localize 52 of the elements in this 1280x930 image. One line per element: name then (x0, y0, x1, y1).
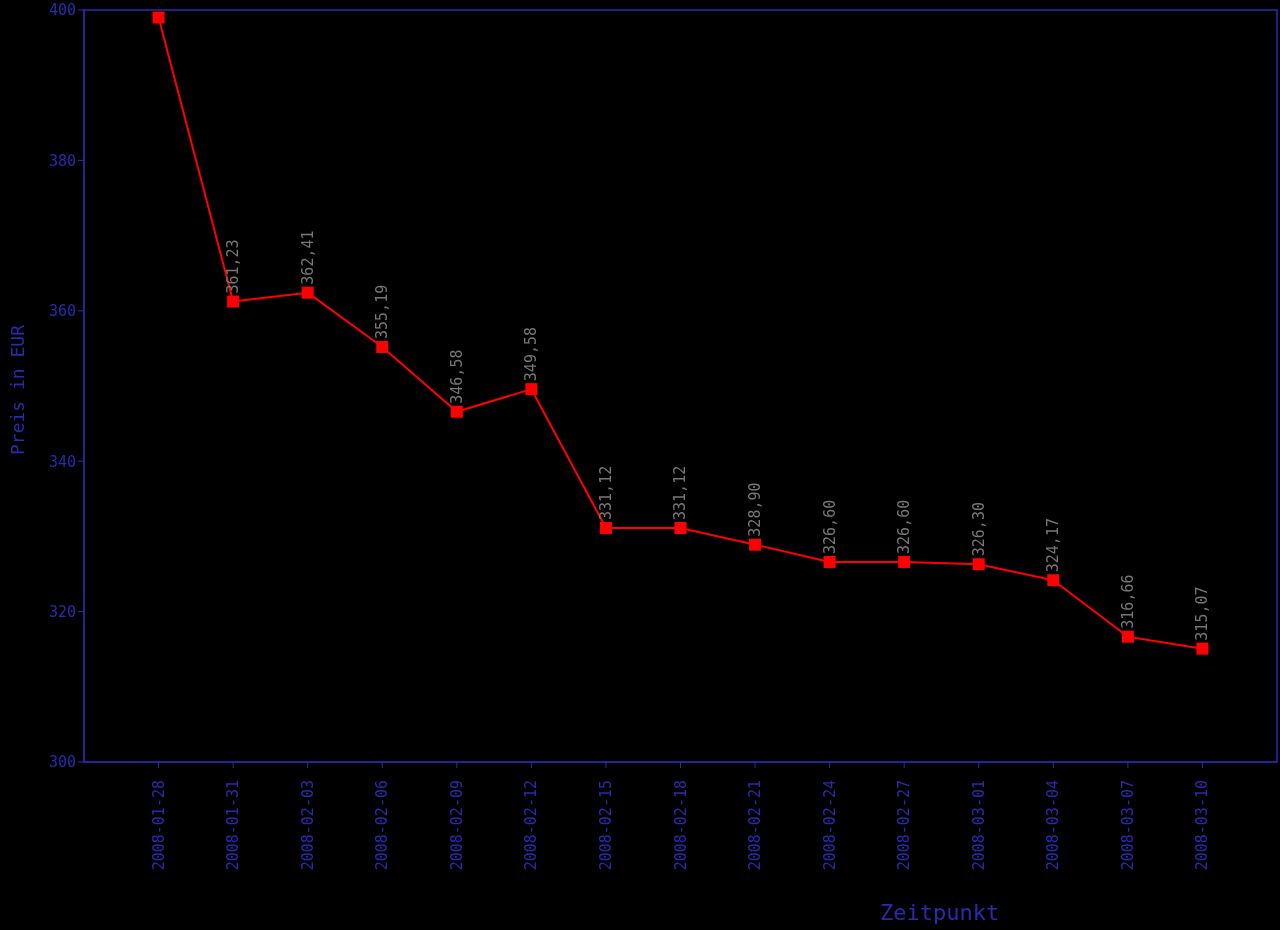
x-tick-label: 2008-03-04 (1044, 780, 1063, 871)
data-label: 324,17 (1044, 518, 1063, 573)
x-tick-label: 2008-03-10 (1193, 780, 1212, 871)
point (152, 11, 165, 24)
x-tick-label: 2008-03-07 (1118, 780, 1137, 871)
y-tick-label: 320 (48, 602, 76, 621)
x-tick-label: 2008-02-03 (298, 780, 317, 871)
point (674, 521, 687, 534)
point (1196, 642, 1209, 655)
y-tick-label: 300 (48, 753, 76, 772)
data-label: 346,58 (447, 349, 466, 404)
point (1121, 630, 1134, 643)
y-tick-label: 360 (48, 302, 76, 321)
data-label: 315,07 (1193, 586, 1212, 641)
point (301, 286, 314, 299)
x-tick-label: 2008-02-18 (671, 780, 690, 871)
data-label: 361,23 (224, 239, 243, 294)
point (823, 555, 836, 568)
x-tick-label: 2008-02-27 (895, 780, 914, 871)
x-tick-label: 2008-02-06 (373, 780, 392, 871)
x-tick-label: 2008-01-31 (224, 780, 243, 871)
x-tick-label: 2008-02-12 (522, 780, 541, 871)
data-label: 355,19 (373, 284, 392, 339)
x-tick-label: 2008-02-09 (447, 780, 466, 871)
x-tick-label: 2008-03-01 (969, 780, 988, 871)
data-label: 326,60 (895, 499, 914, 554)
y-tick-label: 400 (48, 1, 76, 20)
data-label: 331,12 (596, 465, 615, 520)
data-label: 328,90 (746, 482, 765, 537)
x-tick-label: 2008-01-28 (149, 780, 168, 871)
x-tick-label: 2008-02-15 (596, 780, 615, 871)
point (1047, 574, 1060, 587)
y-axis-title: Preis in EUR (7, 324, 28, 456)
point (227, 295, 240, 308)
x-tick-label: 2008-02-24 (820, 780, 839, 871)
x-axis-title: Zeitpunkt (880, 900, 1000, 926)
point (599, 521, 612, 534)
data-label: 326,30 (969, 502, 988, 557)
y-tick-label: 380 (48, 151, 76, 170)
y-tick-label: 340 (48, 452, 76, 471)
point (898, 555, 911, 568)
data-label: 331,12 (671, 465, 690, 520)
data-label: 349,58 (522, 326, 541, 382)
point (450, 405, 463, 418)
x-tick-label: 2008-02-21 (746, 780, 765, 871)
data-label: 362,41 (298, 230, 317, 285)
point (376, 340, 389, 353)
data-label: 326,60 (820, 499, 839, 554)
point (972, 558, 985, 571)
point (525, 383, 538, 396)
point (749, 538, 762, 551)
data-label: 316,66 (1118, 574, 1137, 629)
